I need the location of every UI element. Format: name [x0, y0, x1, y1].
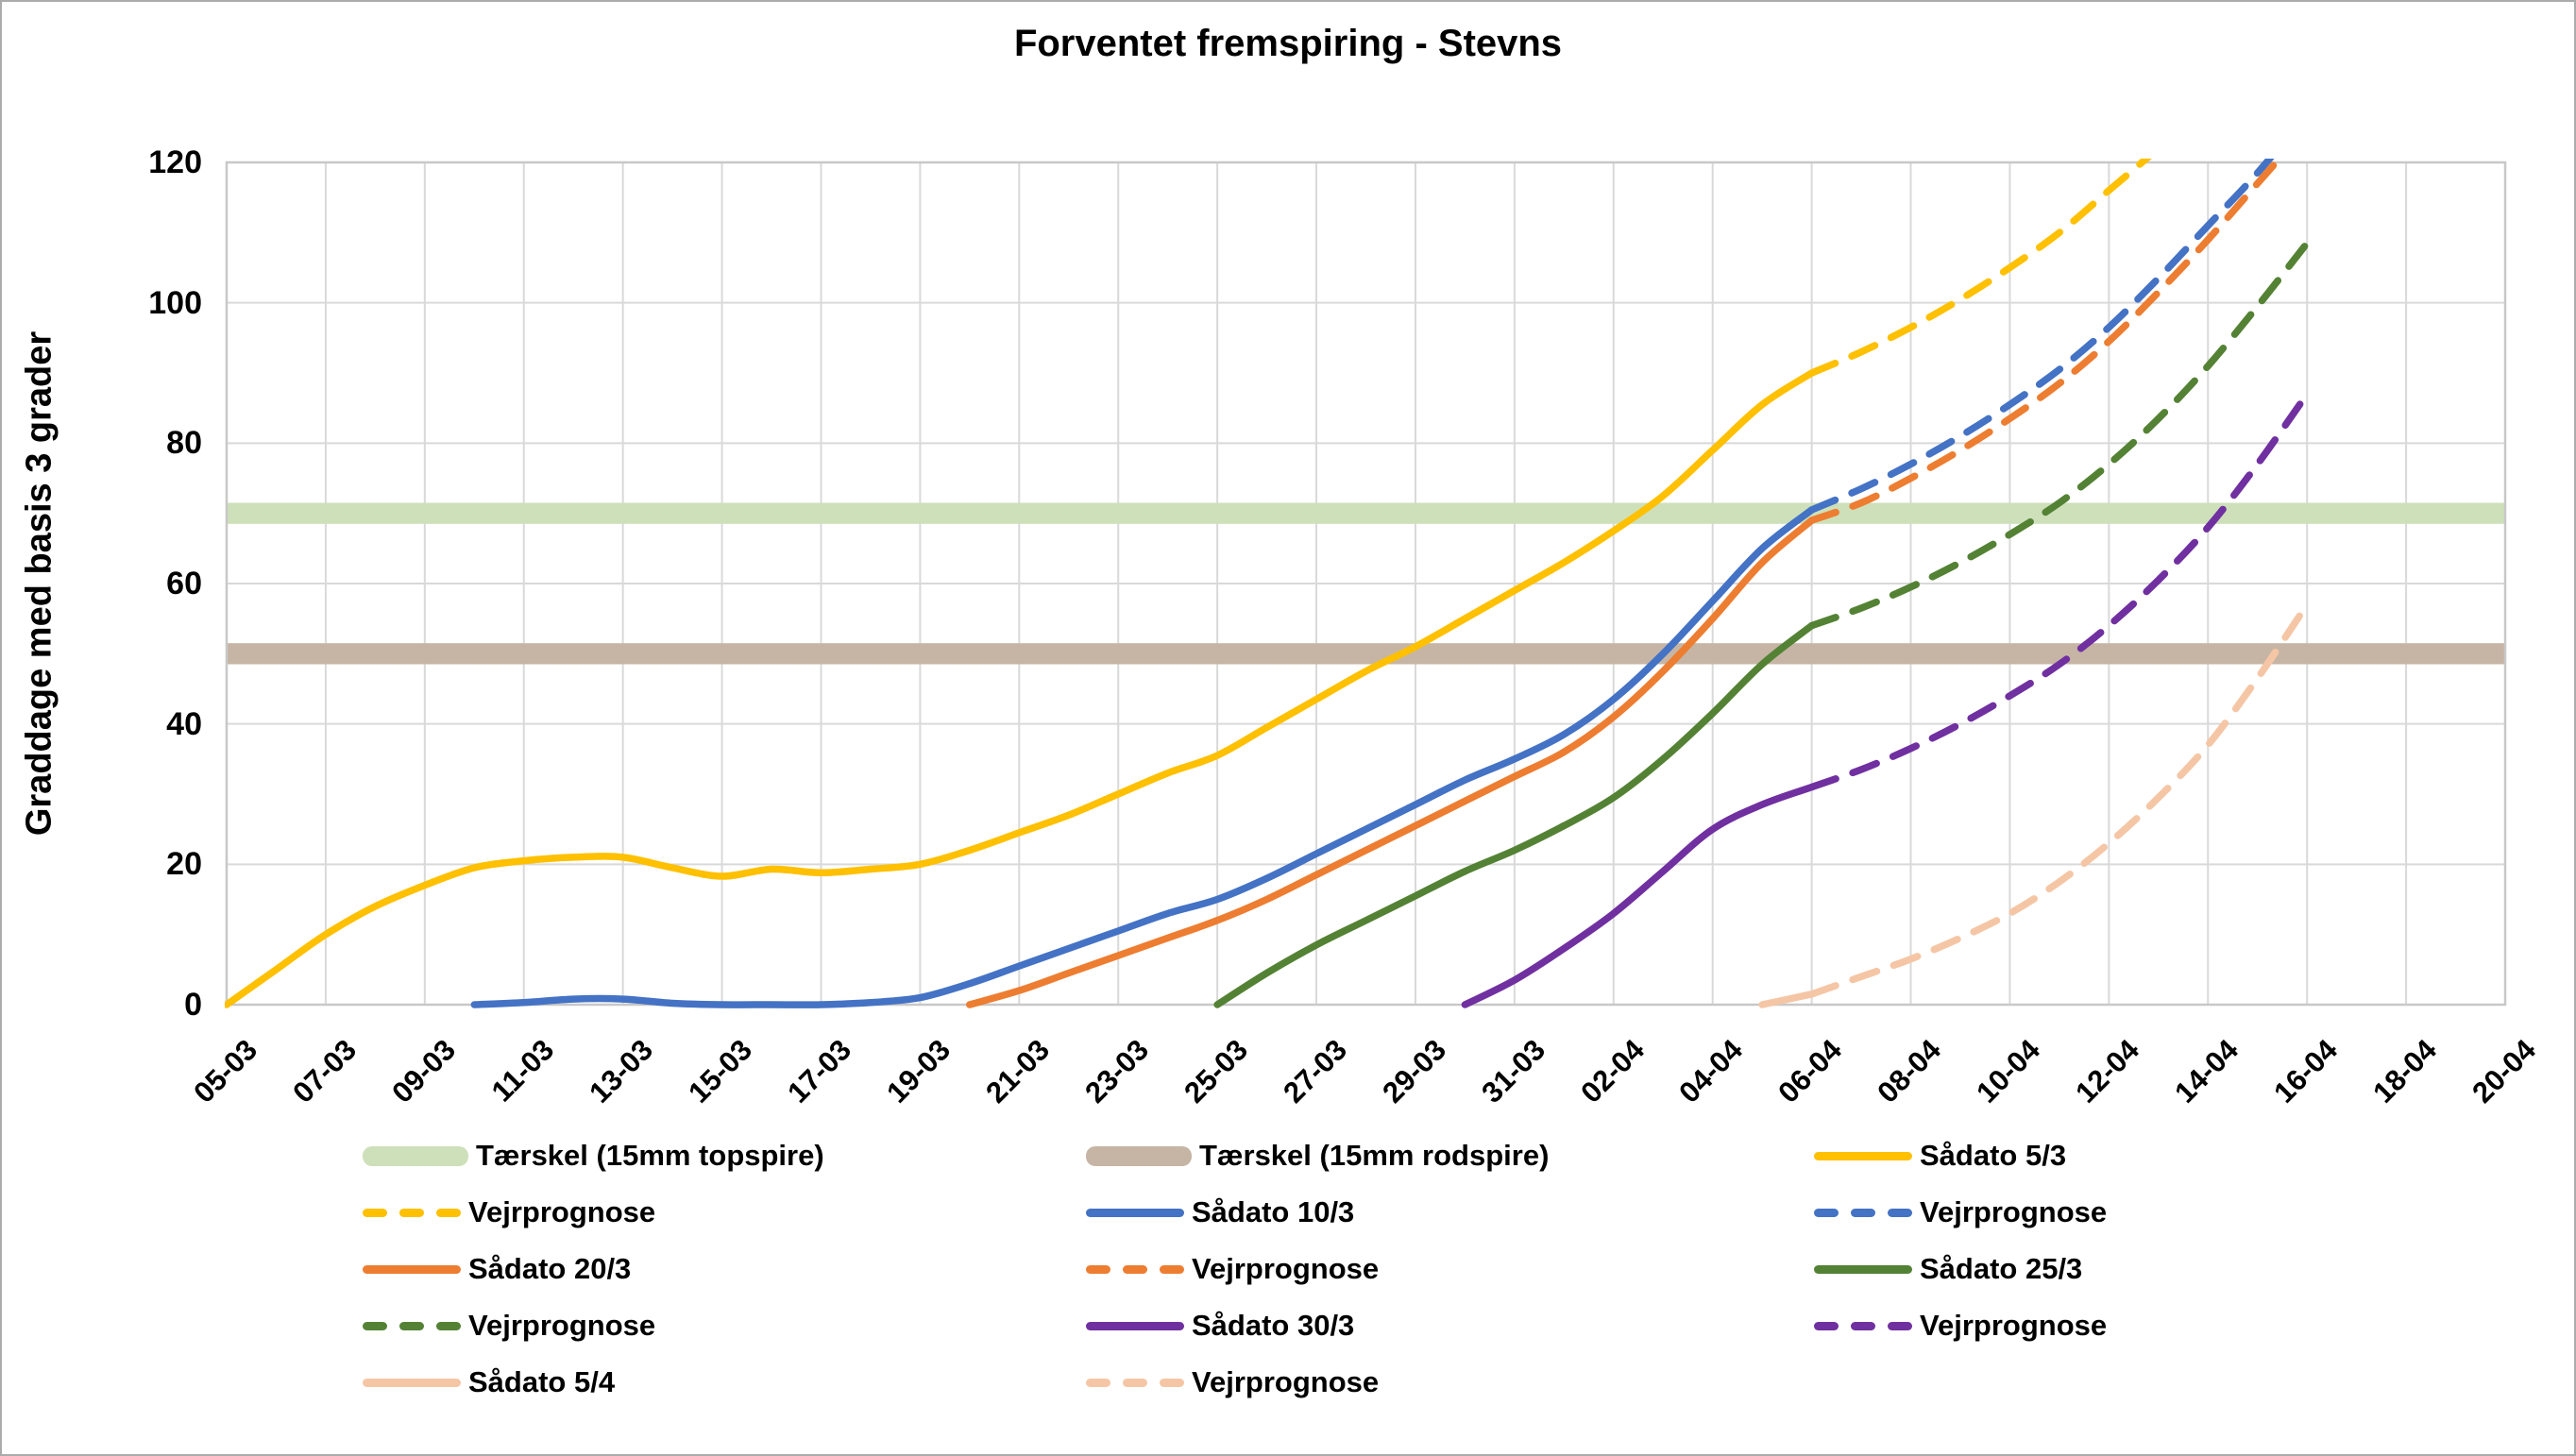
- legend-swatch-solid: [1814, 1264, 1912, 1274]
- legend-label: Sådato 25/3: [1920, 1252, 2083, 1285]
- legend-label: Vejrprognose: [1920, 1195, 2108, 1228]
- y-tick-label: 80: [166, 425, 202, 462]
- legend-label: Sådato 30/3: [1192, 1309, 1355, 1342]
- threshold-band: [227, 643, 2505, 665]
- legend-swatch-band: [1086, 1145, 1192, 1166]
- legend-item: Sådato 20/3: [363, 1252, 631, 1286]
- legend-item: Sådato 25/3: [1814, 1252, 2082, 1286]
- y-tick-label: 0: [184, 987, 202, 1023]
- legend-swatch-solid: [363, 1264, 461, 1274]
- legend-item: Tærskel (15mm rodspire): [1086, 1139, 1549, 1173]
- legend-item: Sådato 30/3: [1086, 1309, 1354, 1343]
- legend-label: Vejrprognose: [1192, 1252, 1380, 1285]
- y-tick-label: 40: [166, 705, 202, 742]
- threshold-band: [227, 502, 2505, 524]
- legend-swatch-dashed: [1814, 1321, 1912, 1330]
- legend-item: Vejrprognose: [1814, 1309, 2107, 1343]
- legend-swatch-solid: [1086, 1208, 1184, 1217]
- series-line-vejrprognose-20-3-: [1807, 159, 2284, 524]
- legend-swatch-dashed: [363, 1208, 461, 1217]
- legend-swatch-dashed: [1814, 1208, 1912, 1217]
- chart-title: Forventet fremspiring - Stevns: [1013, 23, 1563, 64]
- series-line-s-dato-10-3: [470, 506, 1816, 1008]
- y-tick-label: 120: [148, 144, 202, 180]
- legend-swatch-band: [363, 1145, 468, 1166]
- legend-label: Sådato 10/3: [1192, 1195, 1355, 1228]
- y-tick-label: 100: [148, 284, 202, 321]
- series-line-vejrprognose-5-4-: [1807, 601, 2311, 998]
- legend-item: Vejrprognose: [1086, 1252, 1379, 1286]
- legend-label: Vejrprognose: [468, 1309, 656, 1342]
- legend-item: Vejrprognose: [1086, 1365, 1379, 1399]
- series-line-s-dato-5-4: [1758, 990, 1816, 1008]
- series-line-vejrprognose-10-3-: [1807, 159, 2275, 514]
- legend-item: Sådato 5/3: [1814, 1139, 2066, 1173]
- legend-swatch-solid: [363, 1378, 461, 1387]
- legend-item: Sådato 10/3: [1086, 1195, 1354, 1229]
- legend-label: Sådato 20/3: [468, 1252, 632, 1285]
- series-line-s-dato-5-3: [225, 369, 1816, 1008]
- legend-swatch-solid: [1086, 1321, 1184, 1330]
- series-line-s-dato-25-3: [1213, 621, 1816, 1008]
- legend-item: Sådato 5/4: [363, 1365, 615, 1399]
- legend-label: Sådato 5/3: [1920, 1139, 2067, 1172]
- legend-item: Vejrprognose: [363, 1309, 655, 1343]
- y-tick-label: 20: [166, 846, 202, 883]
- legend-label: Tærskel (15mm rodspire): [1199, 1139, 1550, 1172]
- legend-label: Vejrprognose: [1920, 1309, 2108, 1342]
- legend-label: Sådato 5/4: [468, 1365, 616, 1398]
- series-line-s-dato-30-3: [1461, 783, 1816, 1008]
- legend-label: Tærskel (15mm topspire): [476, 1139, 824, 1172]
- series-line-vejrprognose-30-3-: [1807, 390, 2311, 791]
- legend-swatch-dashed: [1086, 1264, 1184, 1274]
- legend-swatch-dashed: [1086, 1378, 1184, 1387]
- legend-item: Tærskel (15mm topspire): [363, 1139, 824, 1173]
- series-line-s-dato-20-3: [966, 516, 1816, 1008]
- series-line-vejrprognose-25-3-: [1807, 239, 2311, 630]
- legend-swatch-dashed: [363, 1321, 461, 1330]
- legend-item: Vejrprognose: [363, 1195, 655, 1229]
- legend-label: Vejrprognose: [468, 1195, 656, 1228]
- y-tick-label: 60: [166, 566, 202, 601]
- legend-swatch-solid: [1814, 1151, 1912, 1160]
- plot-border: [225, 161, 2507, 1007]
- series-line-vejrprognose-5-3-: [1807, 159, 2152, 377]
- legend-item: Vejrprognose: [1814, 1195, 2107, 1229]
- legend-label: Vejrprognose: [1192, 1365, 1380, 1398]
